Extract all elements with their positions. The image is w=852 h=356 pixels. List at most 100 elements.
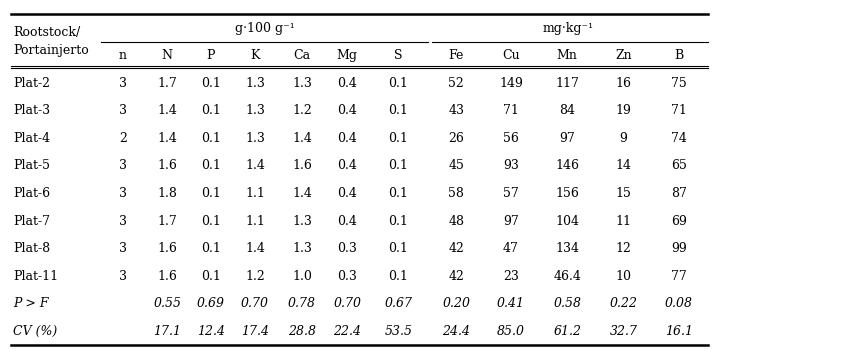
Text: 65: 65 bbox=[671, 159, 686, 173]
Text: 56: 56 bbox=[503, 132, 518, 145]
Text: 1.1: 1.1 bbox=[245, 215, 265, 228]
Text: 0.3: 0.3 bbox=[337, 242, 357, 255]
Text: B: B bbox=[674, 49, 682, 62]
Text: Cu: Cu bbox=[502, 49, 519, 62]
Text: 0.1: 0.1 bbox=[388, 104, 408, 117]
Text: 32.7: 32.7 bbox=[609, 325, 636, 338]
Text: 0.4: 0.4 bbox=[337, 159, 357, 173]
Text: Plat-4: Plat-4 bbox=[13, 132, 50, 145]
Text: 53.5: 53.5 bbox=[384, 325, 412, 338]
Text: 28.8: 28.8 bbox=[288, 325, 315, 338]
Text: 12: 12 bbox=[615, 242, 630, 255]
Text: 1.3: 1.3 bbox=[291, 242, 312, 255]
Text: 61.2: 61.2 bbox=[553, 325, 580, 338]
Text: 12.4: 12.4 bbox=[197, 325, 224, 338]
Text: 0.1: 0.1 bbox=[200, 77, 221, 90]
Text: 104: 104 bbox=[555, 215, 579, 228]
Text: 58: 58 bbox=[448, 187, 463, 200]
Text: 0.70: 0.70 bbox=[333, 297, 360, 310]
Text: 3: 3 bbox=[118, 270, 127, 283]
Text: 43: 43 bbox=[448, 104, 463, 117]
Text: P > F: P > F bbox=[13, 297, 49, 310]
Text: 2: 2 bbox=[118, 132, 127, 145]
Text: S: S bbox=[394, 49, 402, 62]
Text: 1.2: 1.2 bbox=[245, 270, 265, 283]
Text: 1.4: 1.4 bbox=[291, 132, 312, 145]
Text: 17.1: 17.1 bbox=[153, 325, 181, 338]
Text: g·100 g⁻¹: g·100 g⁻¹ bbox=[234, 21, 294, 35]
Text: 1.0: 1.0 bbox=[291, 270, 312, 283]
Text: Plat-6: Plat-6 bbox=[13, 187, 50, 200]
Text: 11: 11 bbox=[615, 215, 630, 228]
Text: 1.1: 1.1 bbox=[245, 187, 265, 200]
Text: CV (%): CV (%) bbox=[13, 325, 57, 338]
Text: 71: 71 bbox=[671, 104, 686, 117]
Text: 42: 42 bbox=[448, 242, 463, 255]
Text: 0.20: 0.20 bbox=[442, 297, 469, 310]
Text: 77: 77 bbox=[671, 270, 686, 283]
Text: 0.1: 0.1 bbox=[200, 132, 221, 145]
Text: 0.4: 0.4 bbox=[337, 215, 357, 228]
Text: 0.1: 0.1 bbox=[388, 215, 408, 228]
Text: 3: 3 bbox=[118, 77, 127, 90]
Text: 1.6: 1.6 bbox=[157, 270, 177, 283]
Text: Plat-2: Plat-2 bbox=[13, 77, 49, 90]
Text: 0.70: 0.70 bbox=[241, 297, 268, 310]
Text: 1.3: 1.3 bbox=[291, 215, 312, 228]
Text: 19: 19 bbox=[615, 104, 630, 117]
Text: 3: 3 bbox=[118, 215, 127, 228]
Text: 117: 117 bbox=[555, 77, 579, 90]
Text: 42: 42 bbox=[448, 270, 463, 283]
Text: P: P bbox=[206, 49, 215, 62]
Text: 1.3: 1.3 bbox=[245, 104, 265, 117]
Text: 146: 146 bbox=[555, 159, 579, 173]
Text: 0.4: 0.4 bbox=[337, 77, 357, 90]
Text: 99: 99 bbox=[671, 242, 686, 255]
Text: 0.4: 0.4 bbox=[337, 104, 357, 117]
Text: 52: 52 bbox=[448, 77, 463, 90]
Text: mg·kg⁻¹: mg·kg⁻¹ bbox=[542, 21, 593, 35]
Text: 45: 45 bbox=[448, 159, 463, 173]
Text: 1.6: 1.6 bbox=[157, 242, 177, 255]
Text: 87: 87 bbox=[671, 187, 686, 200]
Text: Plat-7: Plat-7 bbox=[13, 215, 49, 228]
Text: 0.1: 0.1 bbox=[388, 132, 408, 145]
Text: 3: 3 bbox=[118, 187, 127, 200]
Text: Plat-5: Plat-5 bbox=[13, 159, 49, 173]
Text: 84: 84 bbox=[559, 104, 574, 117]
Text: 0.1: 0.1 bbox=[388, 77, 408, 90]
Text: N: N bbox=[162, 49, 172, 62]
Text: 1.4: 1.4 bbox=[245, 159, 265, 173]
Text: 9: 9 bbox=[619, 132, 627, 145]
Text: 156: 156 bbox=[555, 187, 579, 200]
Text: 15: 15 bbox=[615, 187, 630, 200]
Text: 14: 14 bbox=[615, 159, 630, 173]
Text: 23: 23 bbox=[503, 270, 518, 283]
Text: Fe: Fe bbox=[448, 49, 463, 62]
Text: 3: 3 bbox=[118, 104, 127, 117]
Text: 0.1: 0.1 bbox=[200, 159, 221, 173]
Text: 71: 71 bbox=[503, 104, 518, 117]
Text: 93: 93 bbox=[503, 159, 518, 173]
Text: 0.1: 0.1 bbox=[388, 159, 408, 173]
Text: 69: 69 bbox=[671, 215, 686, 228]
Text: 0.1: 0.1 bbox=[388, 187, 408, 200]
Text: Rootstock/
Portainjerto: Rootstock/ Portainjerto bbox=[13, 26, 89, 57]
Text: 0.3: 0.3 bbox=[337, 270, 357, 283]
Text: Mn: Mn bbox=[556, 49, 577, 62]
Text: 1.4: 1.4 bbox=[157, 132, 177, 145]
Text: K: K bbox=[250, 49, 260, 62]
Text: 10: 10 bbox=[615, 270, 630, 283]
Text: Plat-8: Plat-8 bbox=[13, 242, 50, 255]
Text: 97: 97 bbox=[559, 132, 574, 145]
Text: 16: 16 bbox=[615, 77, 630, 90]
Text: 1.3: 1.3 bbox=[245, 77, 265, 90]
Text: 0.41: 0.41 bbox=[497, 297, 524, 310]
Text: 17.4: 17.4 bbox=[241, 325, 268, 338]
Text: 1.2: 1.2 bbox=[291, 104, 312, 117]
Text: 0.58: 0.58 bbox=[553, 297, 580, 310]
Text: 1.6: 1.6 bbox=[157, 159, 177, 173]
Text: 22.4: 22.4 bbox=[333, 325, 360, 338]
Text: 1.7: 1.7 bbox=[157, 77, 177, 90]
Text: 1.6: 1.6 bbox=[291, 159, 312, 173]
